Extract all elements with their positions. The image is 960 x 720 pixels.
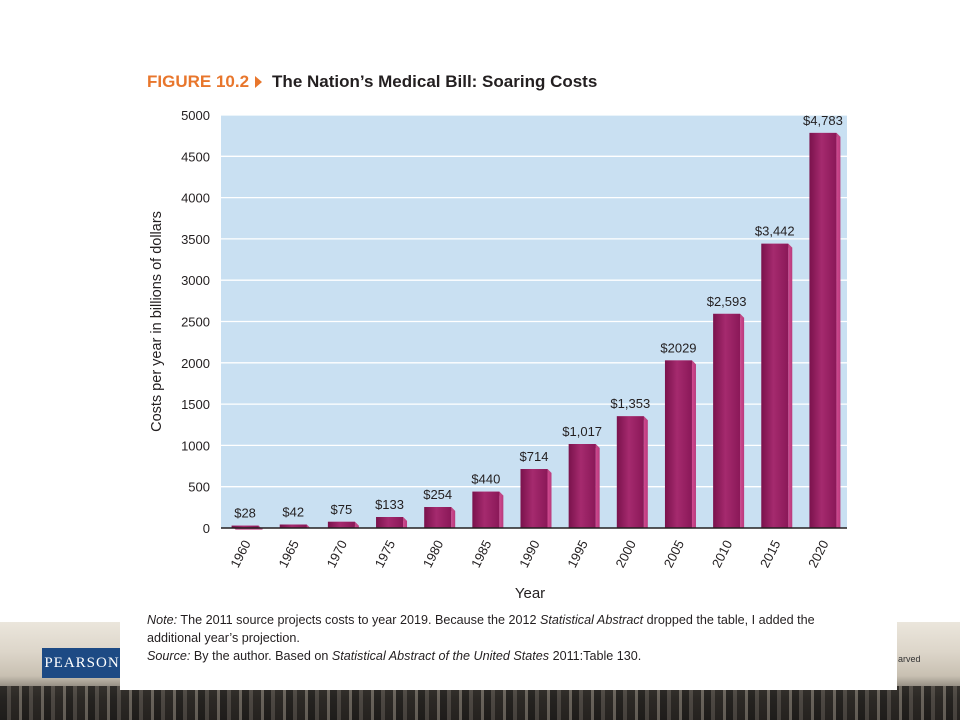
bar bbox=[616, 416, 644, 528]
bar-side bbox=[451, 507, 456, 528]
bar-group bbox=[472, 491, 504, 528]
bar bbox=[327, 521, 355, 528]
data-label: $2029 bbox=[660, 340, 696, 355]
source-line: Source: By the author. Based on Statisti… bbox=[147, 647, 872, 665]
bar-group bbox=[520, 469, 552, 528]
y-tick-label: 2500 bbox=[181, 315, 210, 330]
data-label: $254 bbox=[423, 487, 452, 502]
bar-side bbox=[836, 132, 841, 528]
source-text-1: By the author. Based on bbox=[190, 649, 332, 663]
bar bbox=[376, 517, 404, 528]
data-label: $1,353 bbox=[610, 396, 650, 411]
figure-number: FIGURE 10.2 bbox=[147, 72, 250, 91]
y-axis-title: Costs per year in billions of dollars bbox=[149, 211, 165, 432]
bar-chart: 0 500 1000 1500 2000 2500 3000 3500 4000 4500 5000… bbox=[149, 108, 847, 602]
x-tick-label: 2015 bbox=[757, 538, 783, 571]
y-tick-label: 5000 bbox=[181, 108, 210, 123]
bar bbox=[761, 243, 789, 528]
figure-title: FIGURE 10.2 The Nation’s Medical Bill: S… bbox=[147, 70, 597, 94]
bar bbox=[472, 491, 500, 528]
y-tick-label: 1500 bbox=[181, 397, 210, 412]
copyright-fragment: arved bbox=[898, 654, 921, 664]
figure-notes: Note: The 2011 source projects costs to … bbox=[147, 611, 872, 665]
x-tick-label: 1965 bbox=[275, 538, 301, 571]
bar bbox=[279, 524, 307, 528]
data-label: $2,593 bbox=[707, 294, 747, 309]
y-tick-label: 4500 bbox=[181, 149, 210, 164]
bar bbox=[424, 507, 452, 528]
bar bbox=[664, 360, 692, 528]
data-label: $440 bbox=[471, 472, 500, 487]
bar-side bbox=[643, 416, 648, 528]
bar-group bbox=[809, 132, 841, 528]
x-tick-label: 1985 bbox=[468, 538, 494, 571]
y-tick-label: 2000 bbox=[181, 356, 210, 371]
source-italic: Statistical Abstract of the United State… bbox=[331, 649, 550, 663]
bar bbox=[568, 443, 596, 528]
x-tick-label: 1975 bbox=[372, 538, 398, 571]
y-tick-label: 4000 bbox=[181, 191, 210, 206]
note-text-2: dropped the table, I added the additiona… bbox=[147, 613, 815, 645]
y-tick-label: 500 bbox=[188, 480, 210, 495]
bar-group bbox=[664, 360, 696, 528]
bar bbox=[520, 469, 548, 528]
figure-heading: The Nation’s Medical Bill: Soaring Costs bbox=[272, 72, 598, 91]
x-axis-title: Year bbox=[515, 585, 545, 602]
bar-side bbox=[595, 443, 600, 528]
y-tick-label: 0 bbox=[203, 521, 210, 536]
bar-side bbox=[740, 313, 745, 528]
bar-group bbox=[568, 443, 600, 528]
x-tick-label: 2005 bbox=[661, 538, 687, 571]
source-text-2: 2011:Table 130. bbox=[549, 649, 642, 663]
x-tick-label: 1960 bbox=[227, 538, 253, 571]
bar-group bbox=[424, 507, 456, 528]
bar-group bbox=[616, 416, 648, 528]
data-label: $133 bbox=[375, 497, 404, 512]
bar bbox=[809, 132, 837, 528]
data-label: $714 bbox=[520, 449, 549, 464]
note-line: Note: The 2011 source projects costs to … bbox=[147, 611, 872, 647]
play-triangle-icon bbox=[255, 76, 263, 88]
x-tick-label: 1980 bbox=[420, 538, 446, 571]
note-italic: Statistical Abstract bbox=[540, 613, 644, 627]
bar bbox=[231, 525, 259, 528]
bar-side bbox=[691, 360, 696, 528]
data-label: $28 bbox=[234, 506, 256, 521]
source-label: Source: bbox=[147, 649, 191, 663]
data-label: $1,017 bbox=[562, 424, 602, 439]
bar-side bbox=[788, 243, 793, 528]
note-label: Note: bbox=[147, 613, 178, 627]
x-tick-label: 1970 bbox=[324, 538, 350, 571]
bar-group bbox=[713, 313, 745, 528]
pearson-logo: PEARSON bbox=[42, 648, 122, 678]
data-label: $3,442 bbox=[755, 224, 795, 239]
bar bbox=[713, 313, 741, 528]
bar-side bbox=[499, 491, 504, 528]
x-tick-label: 1990 bbox=[516, 538, 542, 571]
bar-group bbox=[761, 243, 793, 528]
footer-grunge-texture bbox=[0, 686, 960, 720]
data-label: $4,783 bbox=[803, 113, 843, 128]
y-tick-label: 3000 bbox=[181, 273, 210, 288]
note-text-1: The 2011 source projects costs to year 2… bbox=[177, 613, 540, 627]
y-tick-label: 1000 bbox=[181, 438, 210, 453]
x-tick-label: 1995 bbox=[564, 538, 590, 571]
bar-group bbox=[327, 521, 359, 528]
x-tick-label: 2010 bbox=[709, 538, 735, 571]
data-label: $75 bbox=[331, 502, 353, 517]
data-label: $42 bbox=[282, 505, 304, 520]
bar-side bbox=[547, 469, 552, 528]
y-tick-label: 3500 bbox=[181, 232, 210, 247]
bar-group bbox=[376, 517, 408, 528]
x-tick-label: 2000 bbox=[612, 538, 638, 571]
x-tick-label: 2020 bbox=[805, 538, 831, 571]
